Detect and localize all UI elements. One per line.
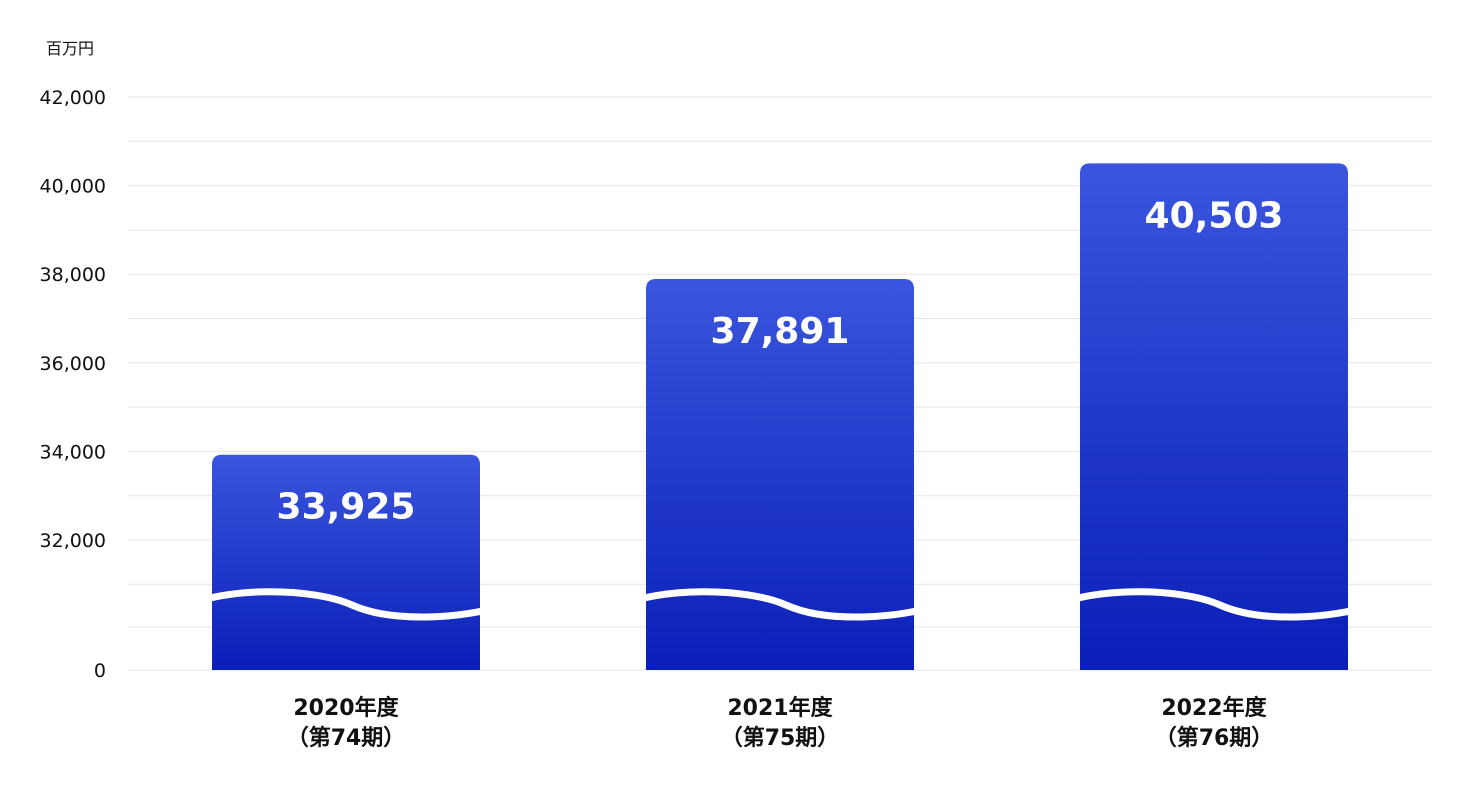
bar-value-label: 33,925 bbox=[277, 487, 416, 528]
value-labels: 33,925 37,891 40,503 bbox=[277, 195, 1284, 527]
axis-break-wave bbox=[616, 588, 944, 621]
x-category-label: （第75期） bbox=[721, 725, 840, 751]
y-tick-label: 34,000 bbox=[40, 441, 106, 463]
axis-break-wave bbox=[182, 588, 510, 621]
bar-2 bbox=[1080, 163, 1348, 671]
y-tick-label: 0 bbox=[94, 660, 106, 682]
x-category-label: 2022年度 bbox=[1161, 695, 1267, 721]
x-category-label: （第74期） bbox=[287, 725, 406, 751]
bar-value-label: 37,891 bbox=[711, 311, 850, 352]
y-axis-unit-label: 百万円 bbox=[46, 39, 94, 58]
y-axis-tick-labels: 0 32,000 34,000 36,000 38,000 40,000 42,000 bbox=[40, 87, 106, 682]
x-category-label: 2020年度 bbox=[293, 695, 399, 721]
y-tick-label: 38,000 bbox=[40, 264, 106, 286]
x-category-label: （第76期） bbox=[1155, 725, 1274, 751]
y-tick-label: 36,000 bbox=[40, 353, 106, 375]
x-axis-category-labels: 2020年度 （第74期） 2021年度 （第75期） 2022年度 （第76期） bbox=[287, 695, 1274, 751]
axis-break-marks bbox=[182, 588, 1378, 621]
y-tick-label: 40,000 bbox=[40, 176, 106, 198]
bar-value-label: 40,503 bbox=[1145, 195, 1284, 236]
y-tick-label: 32,000 bbox=[40, 530, 106, 552]
y-tick-label: 42,000 bbox=[40, 87, 106, 109]
x-category-label: 2021年度 bbox=[727, 695, 833, 721]
axis-break-wave bbox=[1050, 588, 1378, 621]
bar-1 bbox=[646, 279, 914, 670]
